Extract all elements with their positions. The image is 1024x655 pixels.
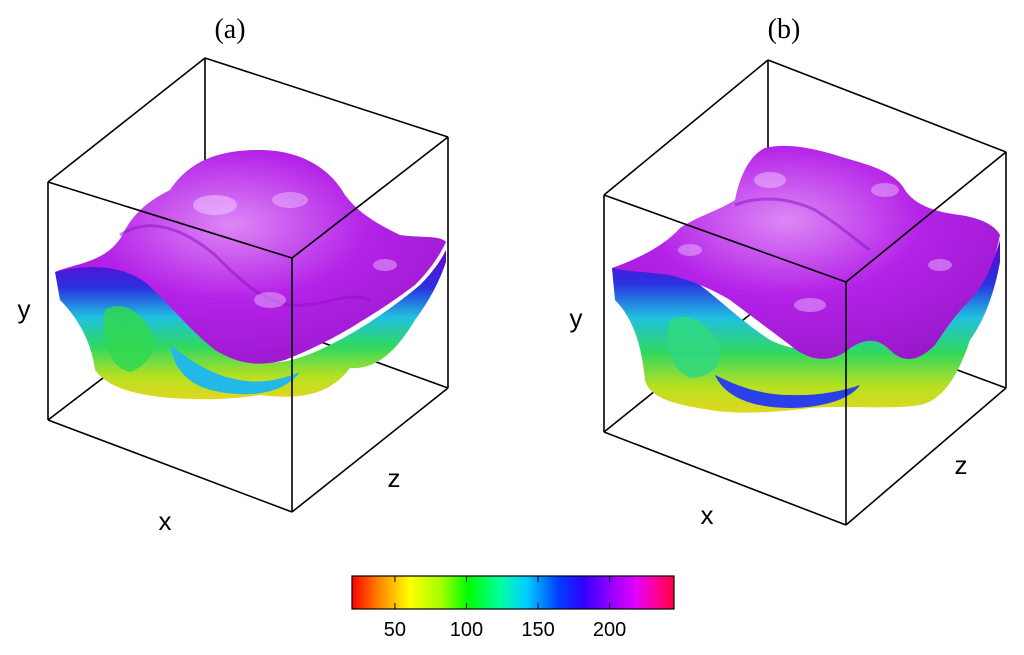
colorbar-tick-label: 200: [593, 619, 626, 641]
panel-b-box-front: [603, 151, 1007, 526]
panel-a-surface-cyan-pocket: [170, 345, 300, 395]
panel-b-x-label: x: [701, 500, 714, 530]
panel-a-highlight-1: [193, 195, 237, 215]
panel-a-y-label: y: [18, 294, 31, 324]
panel-b-surface-ridge: [734, 197, 871, 252]
panel-b-surface-top: [612, 145, 1000, 360]
panel-b-surface-blue-pocket: [715, 375, 860, 408]
panel-b-z-label: z: [955, 450, 968, 480]
colorbar: 50 100 150 200: [351, 575, 675, 641]
panel-b: (b) y: [570, 14, 1007, 530]
panel-a-highlight-4: [373, 259, 397, 271]
panel-b-highlight-1: [754, 172, 786, 188]
panel-a-box-front: [47, 136, 449, 513]
panel-b-highlight-4: [928, 259, 952, 271]
panel-b-highlight-2: [871, 183, 899, 197]
colorbar-tick-label: 50: [384, 619, 406, 641]
panel-b-y-label: y: [570, 303, 583, 333]
panel-a-highlight-2: [272, 192, 308, 208]
panel-a-surface-ridge: [119, 224, 371, 307]
panel-b-highlight-5: [678, 244, 702, 256]
panel-a-surface-top: [55, 150, 446, 364]
panel-a-surface: [55, 150, 446, 400]
panel-a: (a): [18, 14, 449, 536]
colorbar-tick-label: 150: [521, 619, 554, 641]
panel-a-title: (a): [214, 14, 245, 45]
colorbar-tick-label: 100: [450, 619, 483, 641]
panel-b-surface: [612, 145, 1000, 413]
colorbar-bar: [351, 575, 675, 610]
panel-a-x-label: x: [159, 506, 172, 536]
panel-b-surface-green-pocket: [667, 316, 721, 378]
panel-a-highlight-3: [254, 292, 286, 308]
panel-b-highlight-3: [794, 298, 826, 312]
colorbar-ticks: 50 100 150 200: [384, 576, 626, 641]
panel-a-z-label: z: [388, 463, 401, 493]
panel-a-surface-green-pocket: [103, 306, 154, 372]
panel-b-title: (b): [768, 14, 801, 45]
